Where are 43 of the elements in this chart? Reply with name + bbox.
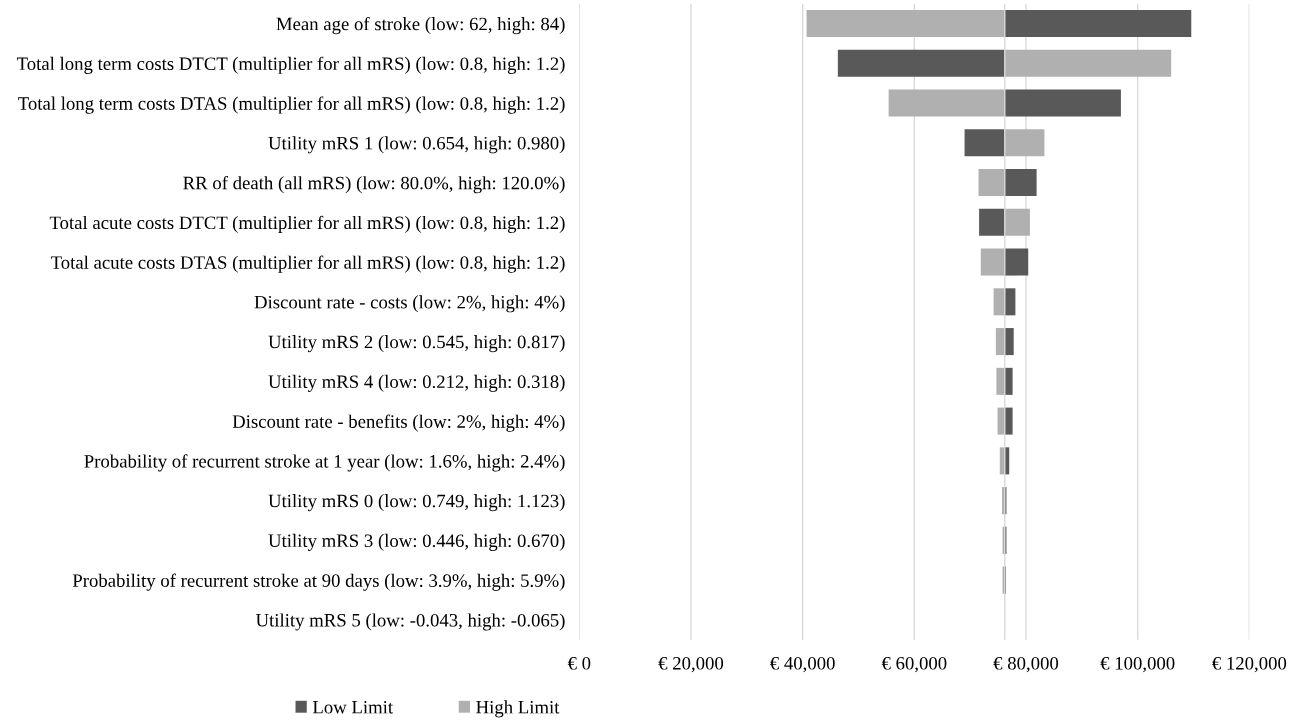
bar <box>1004 208 1030 236</box>
x-tick-label: € 0 <box>567 656 591 670</box>
y-tick-label: Discount rate - costs (low: 2%, high: 4%) <box>254 295 565 313</box>
y-tick-label: Utility mRS 3 (low: 0.446, high: 0.670) <box>268 533 565 551</box>
x-tick-label: € 40,000 <box>770 656 835 673</box>
y-tick-label: Utility mRS 1 (low: 0.654, high: 0.980) <box>268 136 565 154</box>
bar <box>1004 169 1037 197</box>
legend-label: Low Limit <box>312 700 393 714</box>
x-tick-label: € 20,000 <box>658 656 724 673</box>
y-tick-label: Probability of recurrent stroke at 90 days (low: 3.9%, high: 5.9%) <box>72 573 565 591</box>
x-tick-label: € 120,000 <box>1212 656 1287 673</box>
bar <box>888 89 1005 117</box>
legend-label: High Limit <box>476 700 560 718</box>
bar <box>806 10 1005 38</box>
bar <box>1004 49 1172 77</box>
y-tick-label: Utility mRS 5 (low: -0.043, high: -0.065) <box>255 613 565 631</box>
bar <box>1004 328 1014 356</box>
y-tick-label: Discount rate - benefits (low: 2%, high: 4%) <box>232 414 565 432</box>
y-tick-label: Mean age of stroke (low: 62, high: 84) <box>276 16 565 35</box>
bar <box>978 169 1005 197</box>
y-tick-label: Utility mRS 4 (low: 0.212, high: 0.318) <box>268 374 565 392</box>
x-tick-label: € 60,000 <box>881 656 947 673</box>
bar <box>1004 367 1013 395</box>
bar <box>964 129 1005 157</box>
bar <box>837 49 1005 77</box>
y-tick-label: Utility mRS 2 (low: 0.545, high: 0.817) <box>268 335 565 353</box>
bar <box>1004 248 1029 276</box>
y-tick-label: Total acute costs DTCT (multiplier for all mRS) (low: 0.8, high: 1.2) <box>49 215 565 233</box>
x-tick-label: € 100,000 <box>1100 656 1175 673</box>
bar <box>979 208 1005 236</box>
bar <box>1004 10 1192 38</box>
y-tick-label: Probability of recurrent stroke at 1 year (low: 1.6%, high: 2.4%) <box>84 454 565 472</box>
bar <box>980 248 1005 276</box>
y-tick-label: Total acute costs DTAS (multiplier for all mRS) (low: 0.8, high: 1.2) <box>50 255 565 273</box>
x-tick-label: € 80,000 <box>993 656 1059 673</box>
bar <box>1004 89 1121 117</box>
bar <box>1004 407 1013 435</box>
y-tick-label: RR of death (all mRS) (low: 80.0%, high: 120.0%) <box>183 175 565 194</box>
y-tick-label: Total long term costs DTCT (multiplier for all mRS) (low: 0.8, high: 1.2) <box>16 56 565 74</box>
bar <box>1004 129 1045 157</box>
y-tick-label: Utility mRS 0 (low: 0.749, high: 1.123) <box>268 494 565 512</box>
bar <box>1004 288 1016 316</box>
y-tick-label: Total long term costs DTAS (multiplier for all mRS) (low: 0.8, high: 1.2) <box>18 96 565 114</box>
